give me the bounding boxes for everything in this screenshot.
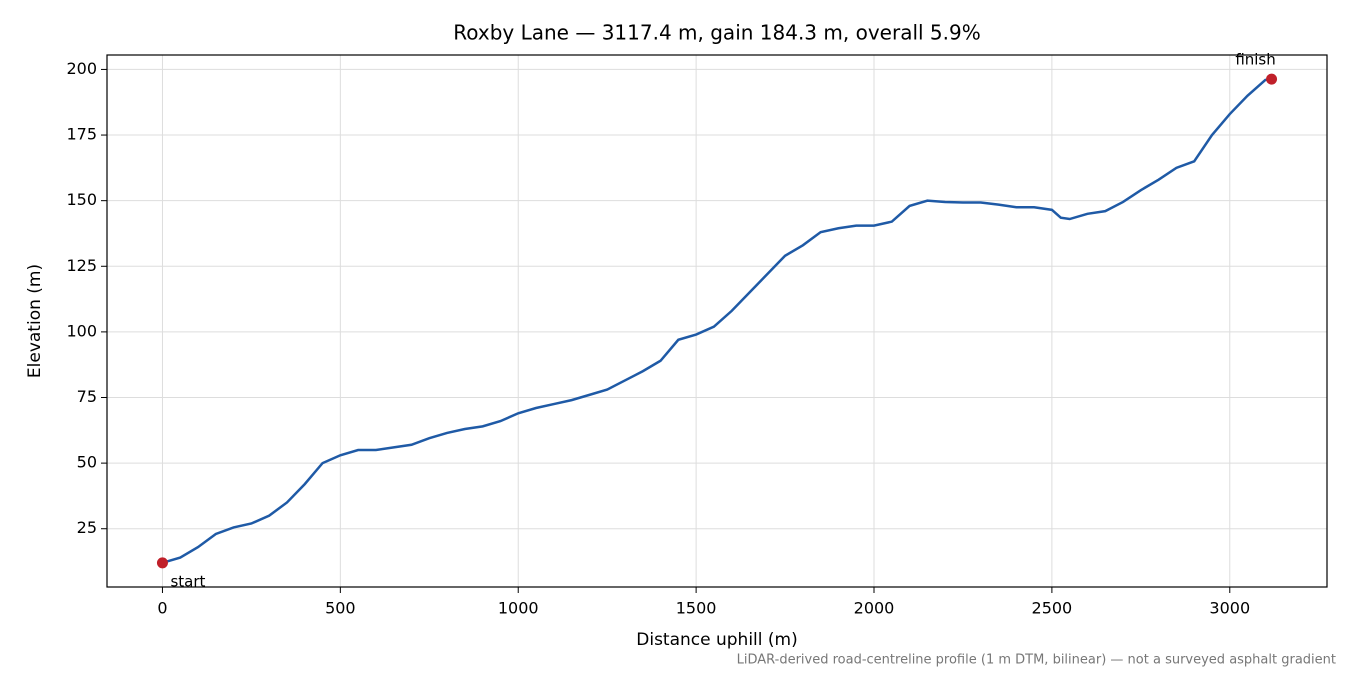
- footnote: LiDAR-derived road-centreline profile (1…: [737, 653, 1336, 668]
- x-tick-label: 1000: [498, 599, 539, 618]
- x-tick-label: 2000: [854, 599, 895, 618]
- y-tick-label: 125: [66, 256, 97, 275]
- endpoint-marker: [156, 557, 168, 569]
- y-tick-label: 75: [77, 387, 97, 406]
- endpoint-label: start: [170, 572, 205, 590]
- x-tick-label: 500: [325, 599, 356, 618]
- elevation-line: [162, 77, 1272, 565]
- x-axis-label: Distance uphill (m): [636, 630, 797, 650]
- endpoint-marker: [1266, 73, 1278, 85]
- y-tick-label: 100: [66, 321, 97, 340]
- y-tick-label: 25: [77, 518, 97, 537]
- y-tick-label: 175: [66, 125, 97, 144]
- endpoint-label: finish: [1235, 51, 1275, 69]
- x-tick-label: 1500: [676, 599, 717, 618]
- plot-frame: [106, 54, 1328, 588]
- x-tick-label: 3000: [1209, 599, 1250, 618]
- x-tick-label: 2500: [1032, 599, 1073, 618]
- y-tick-label: 50: [77, 453, 97, 472]
- y-axis-label: Elevation (m): [25, 264, 45, 378]
- y-tick-label: 200: [66, 59, 97, 78]
- chart-title: Roxby Lane — 3117.4 m, gain 184.3 m, ove…: [453, 21, 980, 45]
- x-tick-label: 0: [157, 599, 167, 618]
- y-tick-label: 150: [66, 190, 97, 209]
